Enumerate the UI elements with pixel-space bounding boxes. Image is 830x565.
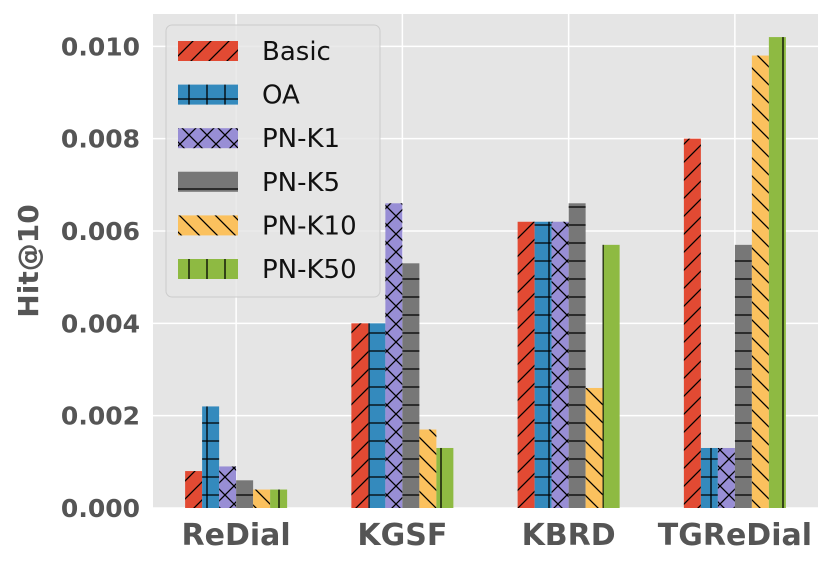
y-tick-label: 0.000 (61, 494, 140, 523)
y-tick-label: 0.002 (61, 402, 140, 431)
legend-swatch-hatch (178, 215, 238, 236)
bars (185, 37, 786, 509)
legend-label: PN-K50 (262, 255, 357, 285)
legend-swatch-hatch (178, 171, 238, 192)
x-tick-label: ReDial (182, 518, 291, 553)
bar-hatch (683, 138, 701, 508)
bar-hatch (270, 489, 288, 508)
bar-hatch (351, 323, 369, 508)
y-tick-label: 0.010 (61, 32, 140, 61)
bar-hatch (751, 55, 769, 509)
bar-hatch (717, 447, 735, 508)
bar-hatch (253, 489, 271, 508)
bar-hatch (568, 203, 586, 508)
legend-swatch-hatch (178, 259, 238, 279)
legend-label: PN-K1 (262, 124, 340, 154)
bar-hatch (419, 429, 437, 508)
legend-swatch-hatch (178, 84, 238, 105)
bar-hatch (436, 447, 454, 508)
bar-hatch (202, 406, 220, 508)
bar-hatch (385, 203, 403, 508)
y-axis-label: Hit@10 (12, 204, 45, 317)
x-tick-label: TGReDial (658, 518, 812, 553)
y-tick-label: 0.008 (61, 125, 140, 154)
bar-hatch (585, 387, 603, 508)
legend-swatch-hatch (178, 41, 238, 61)
bar-hatch (236, 480, 254, 508)
bar-hatch (185, 471, 203, 508)
bar-hatch (602, 244, 620, 508)
x-tick-label: KBRD (522, 518, 616, 553)
legend-swatch-hatch (178, 128, 238, 149)
bar-hatch (534, 221, 552, 508)
legend-label: Basic (262, 37, 331, 67)
y-tick-label: 0.004 (61, 309, 140, 338)
bar-hatch (517, 221, 535, 508)
bar-hatch (700, 447, 718, 508)
x-axis-ticks: ReDial KGSF KBRD TGReDial (182, 518, 812, 553)
bar-hatch (768, 37, 786, 509)
bar-hatch (368, 323, 386, 508)
bar-hatch (219, 466, 237, 508)
legend-label: PN-K5 (262, 168, 340, 198)
legend: Basic OA PN-K1 PN-K5 PN-K10 PN-K50 (165, 24, 381, 298)
legend-label: PN-K10 (262, 211, 357, 241)
bar-hatch (734, 244, 752, 508)
y-tick-label: 0.006 (61, 217, 140, 246)
legend-label: OA (262, 81, 300, 111)
bar-hatch (551, 221, 569, 508)
x-tick-label: KGSF (357, 518, 447, 553)
y-axis-ticks: 0.000 0.002 0.004 0.006 0.008 0.010 (61, 32, 140, 523)
bar-hatch (402, 263, 420, 508)
